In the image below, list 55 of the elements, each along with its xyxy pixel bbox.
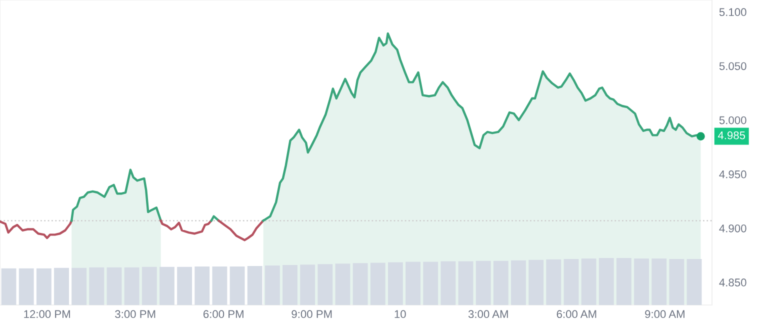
bar [72, 268, 87, 305]
x-tick-label: 6:00 PM [203, 310, 244, 318]
x-tick-label: 6:00 AM [556, 310, 596, 318]
bar [230, 266, 245, 305]
x-tick-label: 9:00 AM [645, 310, 684, 318]
bar [423, 262, 438, 305]
bar [634, 258, 649, 305]
y-tick-label: 4.850 [719, 278, 746, 286]
x-tick-label: 12:00 PM [24, 310, 70, 318]
bar [458, 261, 474, 305]
bar [264, 266, 280, 305]
bar [194, 266, 210, 305]
x-tick-label: 10 [394, 310, 406, 318]
bar [652, 258, 667, 305]
bar [247, 266, 262, 305]
bar [142, 266, 157, 305]
bar [440, 261, 456, 305]
bar [212, 266, 228, 305]
bar [476, 260, 491, 305]
y-tick-label: 5.100 [719, 8, 746, 16]
bar [54, 268, 69, 305]
bar [406, 262, 421, 305]
bar [598, 258, 614, 305]
bar [686, 258, 702, 305]
y-tick-label: 4.900 [719, 224, 746, 232]
bar [318, 264, 333, 305]
bar [300, 264, 316, 305]
bar [511, 260, 526, 305]
bar [282, 265, 298, 305]
bar [1, 268, 16, 305]
y-tick-label: 4.950 [719, 170, 746, 178]
bar [18, 268, 34, 305]
bar [335, 264, 350, 305]
bar [160, 266, 174, 305]
bar [616, 258, 632, 305]
bar [124, 267, 140, 305]
bar [669, 258, 684, 305]
bar [388, 262, 403, 305]
bar [106, 267, 122, 305]
bar [564, 258, 579, 305]
bar [581, 258, 596, 305]
bar [528, 260, 544, 305]
x-tick-label: 9:00 PM [292, 310, 332, 318]
bar [89, 267, 104, 305]
bar [370, 262, 386, 305]
y-tick-label: 5.000 [719, 116, 746, 124]
x-tick-label: 3:00 PM [115, 310, 156, 318]
y-tick-label: 5.050 [719, 62, 746, 70]
bar [352, 263, 368, 305]
annotation: 4.985 [718, 131, 746, 140]
bar [36, 268, 52, 305]
bar [493, 260, 508, 305]
bar [546, 259, 562, 305]
x-tick-label: 3:00 AM [468, 310, 508, 318]
bar [177, 266, 192, 305]
